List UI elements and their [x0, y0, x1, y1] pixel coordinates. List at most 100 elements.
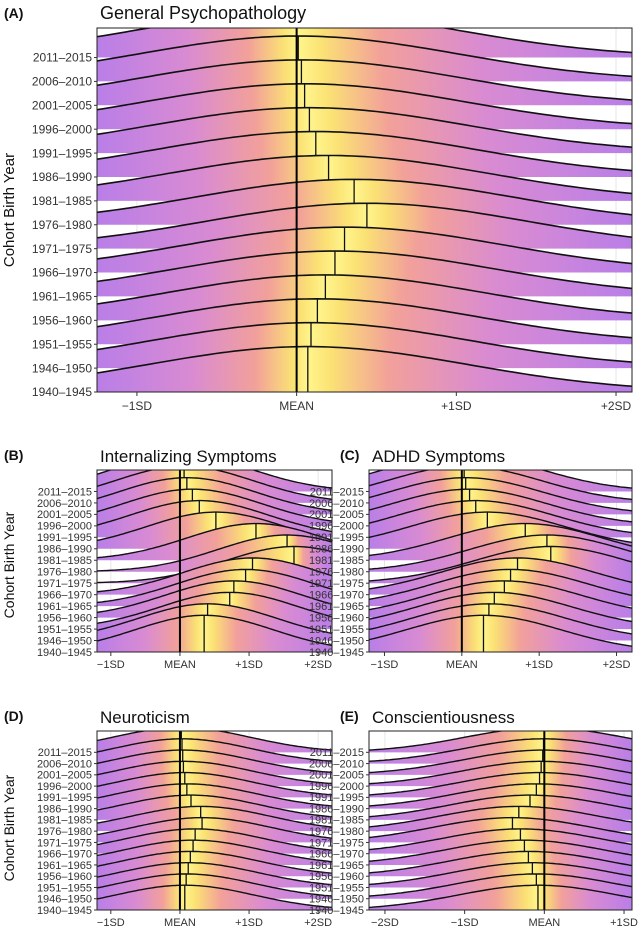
- y-tick-label: 1976–1980: [309, 826, 364, 838]
- ridge-line: [369, 839, 632, 862]
- y-tick-label: 2001–2005: [309, 770, 364, 782]
- ridges: [369, 731, 632, 910]
- panel-a-title: General Psychopathology: [100, 3, 306, 23]
- plot-border: [368, 469, 633, 653]
- panel-b-y-axis-title: Cohort Birth Year: [1, 511, 17, 618]
- y-tick-label: 1946–1950: [309, 894, 364, 906]
- x-tick-label: MEAN: [164, 917, 196, 929]
- ridge-line: [97, 749, 332, 774]
- x-tick-label: +2SD: [304, 659, 332, 671]
- ridge-line: [97, 130, 632, 172]
- panel-d-plot: 2011–20152006–20102001–20051996–20001991…: [37, 730, 333, 929]
- y-tick-label: 2011–2015: [33, 51, 93, 65]
- panel-c: (C) ADHD Symptoms 2011–20152006–20102001…: [309, 447, 633, 671]
- ridge-line: [97, 178, 632, 216]
- y-tick-label: 1996–2000: [32, 122, 92, 136]
- panel-a-label: (A): [4, 5, 23, 21]
- y-tick-label: 1956–1960: [32, 314, 92, 328]
- ridge-line: [97, 274, 632, 314]
- plot-border: [96, 730, 333, 911]
- ridge-line: [97, 106, 632, 148]
- ridge-line: [369, 557, 632, 590]
- panel-e-label: (E): [340, 708, 359, 724]
- y-tick-label: 1940–1945: [32, 385, 92, 399]
- y-tick-label: 1956–1960: [37, 612, 92, 624]
- y-tick-label: 2006–2010: [309, 498, 364, 510]
- y-tick-label: 1991–1995: [37, 792, 92, 804]
- x-tick-label: −1SD: [371, 659, 399, 671]
- y-tick-label: 1981–1985: [309, 815, 364, 827]
- y-tick-label: 1961–1965: [37, 601, 92, 613]
- ridge-line: [97, 760, 332, 785]
- x-tick-label: MEAN: [446, 659, 478, 671]
- ridge-line: [369, 884, 632, 909]
- ridge-line: [97, 614, 332, 647]
- ridge-line: [369, 545, 632, 582]
- ridge-line: [97, 154, 632, 195]
- y-tick-label: 1966–1970: [37, 590, 92, 602]
- ridge-line: [369, 522, 632, 557]
- x-tick-label: −2SD: [371, 917, 399, 929]
- ridge-line: [97, 805, 332, 828]
- ridge-line: [97, 731, 332, 751]
- y-tick-label: 1981–1985: [309, 555, 364, 567]
- y-tick-label: 1991–1995: [32, 146, 92, 160]
- x-tick-label: +1SD: [610, 917, 638, 929]
- panel-e-plot: 2011–20152006–20102001–20051996–20001991…: [309, 730, 638, 929]
- y-tick-label: 1961–1965: [309, 860, 364, 872]
- ridge-line: [369, 603, 632, 635]
- y-tick-label: 1996–2000: [309, 781, 364, 793]
- y-tick-label: 2001–2005: [309, 509, 364, 521]
- y-tick-label: 1940–1945: [37, 905, 92, 917]
- ridge-line: [369, 850, 632, 874]
- y-tick-label: 1951–1955: [309, 624, 364, 636]
- ridge-line: [369, 477, 632, 512]
- ridge-line: [97, 794, 332, 818]
- ridge-line: [97, 771, 332, 796]
- ridge-line: [97, 534, 332, 572]
- panel-b-plot: 2011–20152006–20102001–20051996–20001991…: [37, 469, 333, 671]
- y-tick-label: 1961–1965: [37, 860, 92, 872]
- panel-d-title: Neuroticism: [100, 708, 190, 727]
- ridge-line: [97, 321, 632, 363]
- ridges: [97, 731, 332, 910]
- x-tick-label: −1SD: [451, 917, 479, 929]
- plot-border: [96, 27, 633, 393]
- ridge-line: [97, 862, 332, 886]
- x-tick-label: +2SD: [601, 399, 632, 413]
- ridges: [97, 28, 632, 392]
- ridge-area: [97, 885, 332, 910]
- x-tick-label: −1SD: [97, 917, 125, 929]
- ridge-line: [97, 783, 332, 807]
- ridge-line: [97, 873, 332, 897]
- ridge-line: [97, 35, 632, 78]
- panel-d-y-axis-title: Cohort Birth Year: [1, 774, 17, 881]
- y-tick-label: 1971–1975: [309, 837, 364, 849]
- ridge-line: [97, 603, 332, 634]
- x-tick-label: +1SD: [235, 917, 263, 929]
- ridge-line: [97, 297, 632, 339]
- y-tick-label: 1996–2000: [37, 781, 92, 793]
- ridge-line: [369, 783, 632, 807]
- y-tick-label: 1951–1955: [309, 882, 364, 894]
- ridge-line: [97, 345, 632, 387]
- panel-a: (A) General Psychopathology Cohort Birth…: [1, 3, 633, 413]
- x-tick-label: MEAN: [164, 659, 196, 671]
- x-tick-label: MEAN: [279, 399, 314, 413]
- ridge-line: [369, 771, 632, 796]
- y-tick-label: 1956–1960: [37, 871, 92, 883]
- y-tick-label: 1971–1975: [32, 242, 92, 256]
- y-tick-label: 1996–2000: [309, 521, 364, 533]
- ridge-line: [369, 805, 632, 828]
- y-tick-label: 1976–1980: [37, 826, 92, 838]
- ridge-line: [369, 511, 632, 544]
- x-tick-label: +1SD: [235, 659, 263, 671]
- ridge-line: [369, 873, 632, 897]
- y-tick-label: 1966–1970: [309, 849, 364, 861]
- ridge-line: [369, 614, 632, 647]
- ridge-line: [97, 477, 332, 511]
- ridge-line: [97, 470, 332, 500]
- y-tick-label: 1961–1965: [309, 601, 364, 613]
- y-tick-label: 1956–1960: [309, 612, 364, 624]
